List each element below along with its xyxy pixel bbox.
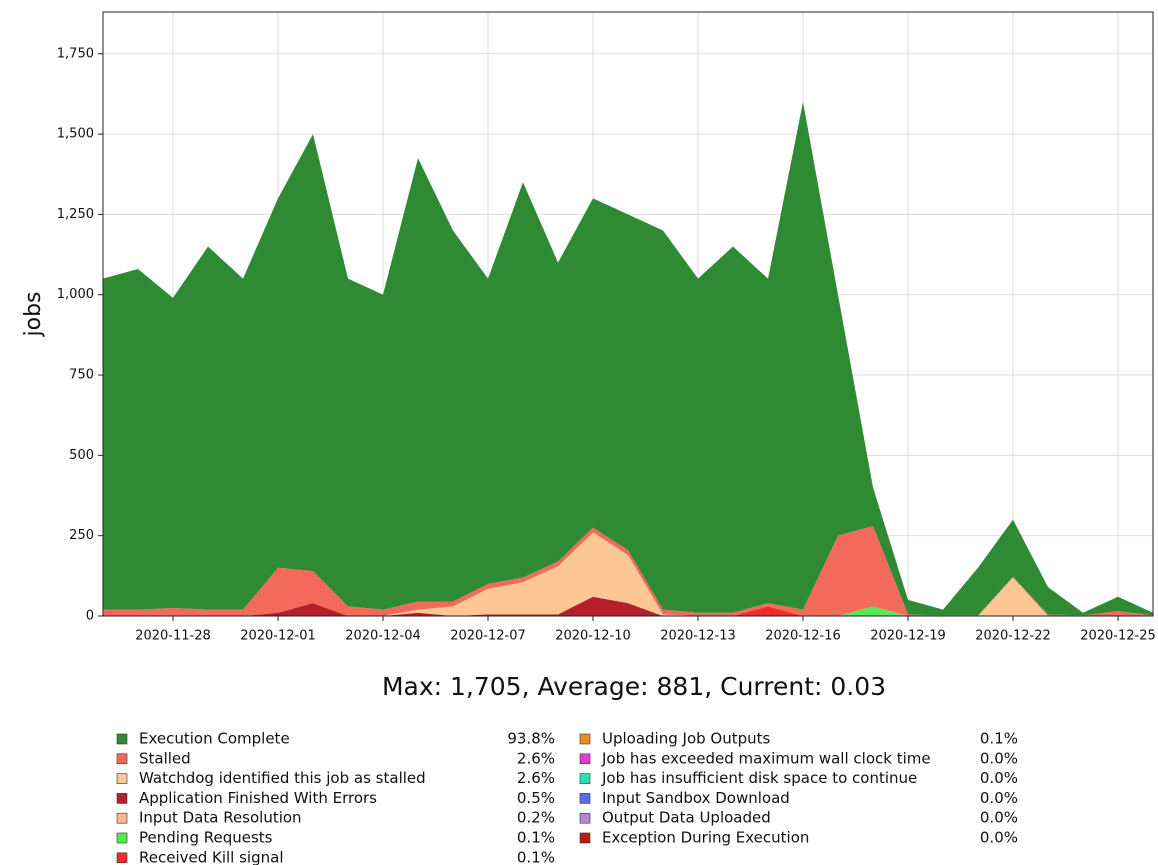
legend-label: Watchdog identified this job as stalled bbox=[139, 769, 426, 787]
legend-swatch bbox=[579, 832, 591, 844]
x-tick-label: 2020-12-25 bbox=[1080, 629, 1156, 644]
areas bbox=[103, 101, 1153, 616]
area bbox=[103, 101, 1153, 616]
legend-share: 2.6% bbox=[517, 749, 555, 767]
legend-swatch bbox=[116, 753, 128, 765]
area bbox=[103, 532, 1153, 616]
legend-share: 0.1% bbox=[517, 829, 555, 847]
legend-share: 0.0% bbox=[980, 829, 1018, 847]
x-tick-label: 2020-12-10 bbox=[555, 629, 631, 644]
legend-share: 0.5% bbox=[517, 789, 555, 807]
legend-label: Stalled bbox=[139, 749, 191, 767]
legend-swatch bbox=[116, 832, 128, 844]
legend-share: 0.0% bbox=[980, 749, 1018, 767]
legend-swatch bbox=[579, 793, 591, 804]
legend-label: Job has insufficient disk space to conti… bbox=[601, 769, 917, 787]
legend-share: 0.2% bbox=[517, 809, 555, 827]
axes: 0 250 500 750 1,000 1,250 1,500 1,750 2020-11-28… bbox=[57, 46, 1156, 643]
legend-share: 0.1% bbox=[517, 848, 555, 865]
legend-share: 0.1% bbox=[980, 730, 1018, 748]
x-tick-label: 2020-11-28 bbox=[135, 629, 211, 644]
x-tick-label: 2020-12-07 bbox=[450, 629, 526, 644]
area bbox=[103, 596, 1153, 616]
y-tick-label: 1,500 bbox=[57, 127, 94, 142]
legend-swatch bbox=[579, 733, 591, 745]
legend-label: Input Data Resolution bbox=[139, 809, 302, 827]
legend: Execution Complete 93.8% Stalled 2.6% Watchd… bbox=[116, 730, 1018, 865]
legend-share: 0.0% bbox=[980, 789, 1018, 807]
legend-swatch bbox=[116, 773, 128, 784]
y-tick-label: 750 bbox=[69, 368, 94, 383]
x-tick-label: 2020-12-04 bbox=[345, 629, 421, 644]
y-tick-label: 500 bbox=[69, 448, 94, 463]
legend-label: Execution Complete bbox=[139, 730, 290, 748]
area bbox=[103, 526, 1153, 616]
legend-swatch bbox=[116, 812, 128, 824]
legend-swatch bbox=[579, 773, 591, 784]
y-tick-label: 0 bbox=[86, 609, 94, 624]
y-axis-label: jobs bbox=[21, 292, 46, 338]
area bbox=[103, 606, 1153, 616]
legend-label: Output Data Uploaded bbox=[602, 809, 771, 827]
x-tick-label: 2020-12-19 bbox=[870, 629, 946, 644]
y-tick-label: 1,750 bbox=[57, 46, 94, 61]
subtitle: Max: 1,705, Average: 881, Current: 0.03 bbox=[382, 672, 886, 701]
legend-label: Received Kill signal bbox=[139, 848, 284, 865]
legend-swatch bbox=[579, 812, 591, 824]
legend-share: 93.8% bbox=[507, 730, 555, 748]
legend-label: Pending Requests bbox=[139, 829, 273, 847]
legend-share: 0.0% bbox=[980, 769, 1018, 787]
legend-share: 2.6% bbox=[517, 769, 555, 787]
legend-swatch bbox=[116, 793, 128, 804]
legend-label: Job has exceeded maximum wall clock time bbox=[601, 749, 931, 767]
plot-frame bbox=[102, 11, 1154, 617]
y-tick-label: 1,000 bbox=[57, 287, 94, 302]
legend-swatch bbox=[116, 852, 128, 864]
x-tick-label: 2020-12-16 bbox=[765, 629, 841, 644]
y-tick-label: 1,250 bbox=[57, 207, 94, 222]
legend-share: 0.0% bbox=[980, 809, 1018, 827]
legend-swatch bbox=[116, 733, 128, 745]
legend-label: Exception During Execution bbox=[602, 829, 809, 847]
x-tick-label: 2020-12-01 bbox=[240, 629, 316, 644]
legend-label: Application Finished With Errors bbox=[139, 789, 377, 807]
legend-swatch bbox=[579, 753, 591, 765]
x-tick-label: 2020-12-13 bbox=[660, 629, 736, 644]
legend-label: Input Sandbox Download bbox=[602, 789, 790, 807]
y-tick-label: 250 bbox=[69, 528, 94, 543]
legend-label: Uploading Job Outputs bbox=[602, 730, 771, 748]
x-tick-label: 2020-12-22 bbox=[975, 629, 1051, 644]
